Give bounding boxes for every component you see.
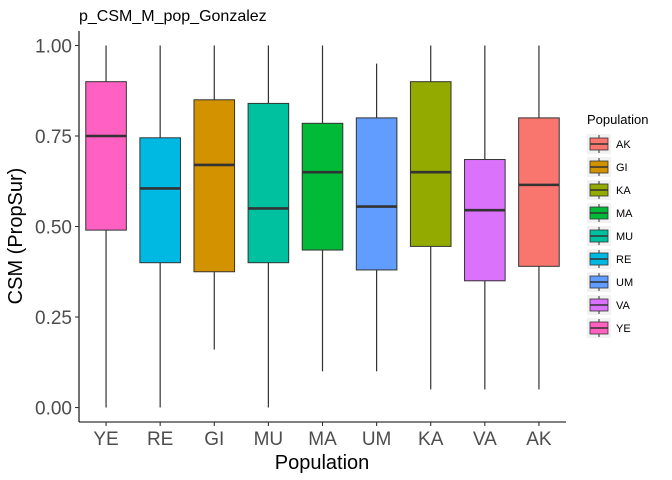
legend-label-ak: AK xyxy=(616,139,631,151)
legend: Population AK GI KA MA MU RE UM VA YE xyxy=(587,112,648,338)
y-tick-label: 0.50 xyxy=(35,218,72,239)
y-tick-label: 0.25 xyxy=(35,308,72,329)
legend-title: Population xyxy=(587,112,648,127)
legend-label-gi: GI xyxy=(616,162,628,174)
box-ye xyxy=(85,81,127,231)
x-tick-label: YE xyxy=(93,429,118,450)
plot-area xyxy=(85,45,560,408)
box-re xyxy=(139,137,181,264)
box-gi xyxy=(193,99,236,273)
box-ak xyxy=(518,117,560,267)
legend-label-va: VA xyxy=(616,300,631,312)
legend-label-re: RE xyxy=(616,254,631,266)
y-tick-label: 1.00 xyxy=(35,36,72,57)
x-tick-label: KA xyxy=(418,429,444,450)
legend-label-ma: MA xyxy=(616,208,633,220)
box-ka xyxy=(409,81,452,247)
y-tick-label: 0.00 xyxy=(35,399,72,420)
legend-label-mu: MU xyxy=(616,231,633,243)
x-tick-label: GI xyxy=(204,429,224,450)
box-mu xyxy=(247,102,290,264)
y-tick-label: 0.75 xyxy=(35,127,72,148)
x-tick-label: MA xyxy=(308,429,337,450)
axes: 0.00 0.25 0.50 0.75 1.00 YE RE GI MU MA UM KA VA AK xyxy=(35,31,566,450)
legend-label-ka: KA xyxy=(616,185,631,197)
x-axis-title: Population xyxy=(275,452,370,474)
x-tick-label: MU xyxy=(254,429,284,450)
chart-title: p_CSM_M_pop_Gonzalez xyxy=(79,8,267,25)
box-va xyxy=(464,159,506,282)
y-axis-title: CSM (PropSur) xyxy=(5,168,27,305)
legend-label-ye: YE xyxy=(616,323,631,335)
box-ma xyxy=(301,122,344,251)
x-tick-label: AK xyxy=(526,429,552,450)
x-tick-label: VA xyxy=(473,429,497,450)
box-um xyxy=(355,117,398,271)
x-tick-label: RE xyxy=(147,429,173,450)
legend-label-um: UM xyxy=(616,277,633,289)
x-tick-label: UM xyxy=(362,429,392,450)
